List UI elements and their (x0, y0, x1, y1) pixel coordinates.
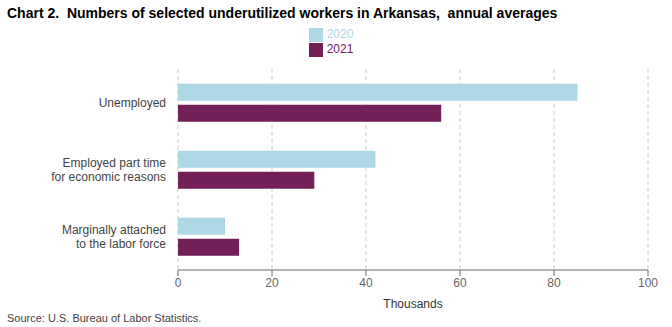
html-text:2020: 2020 (326, 27, 354, 41)
svg-text:60: 60 (453, 276, 467, 290)
svg-text:Thousands: Thousands (383, 297, 442, 310)
svg-text:20: 20 (265, 276, 279, 290)
svg-text:40: 40 (359, 276, 373, 290)
svg-text:Marginally attachedto the labo: Marginally attachedto the labor force (62, 223, 166, 251)
svg-text:100: 100 (638, 276, 658, 290)
svg-text:0: 0 (175, 276, 182, 290)
html-text:Chart 2. Numbers of selected u: Chart 2. Numbers of selected underutiliz… (7, 5, 558, 21)
svg-text:Employed part timefor economic: Employed part timefor economic reasons (51, 156, 166, 184)
svg-text:Unemployed: Unemployed (99, 96, 166, 110)
html-text:2021: 2021 (326, 41, 354, 56)
html-text:Source: U.S. Bureau of Labor S: Source: U.S. Bureau of Labor Statistics. (7, 312, 202, 324)
svg-text:80: 80 (547, 276, 561, 290)
